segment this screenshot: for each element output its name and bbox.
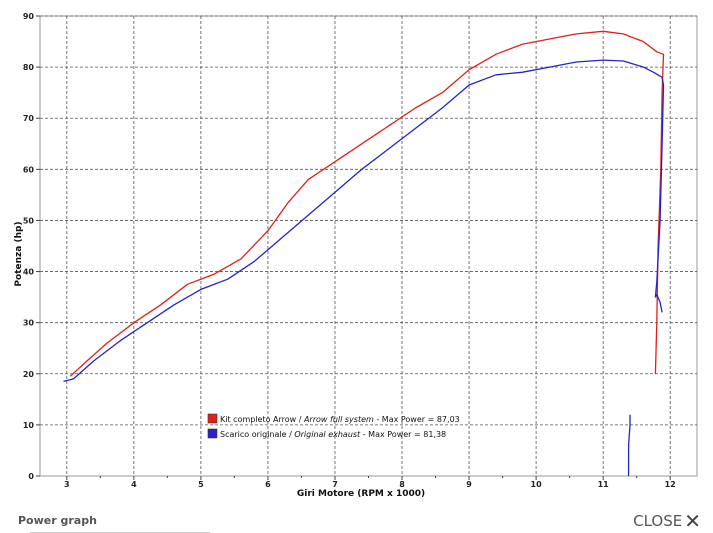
y-tick-label: 80: [23, 63, 35, 72]
legend: Kit completo Arrow / Arrow full system -…: [207, 413, 460, 439]
y-tick-label: 10: [23, 421, 35, 430]
footer-bar: Power graph CLOSE ✕: [0, 505, 713, 533]
close-x-icon: ✕: [684, 509, 701, 533]
x-tick-label: 7: [332, 480, 338, 489]
y-tick-label: 0: [28, 472, 34, 481]
power-chart: 3 4 5 6 7 8 9 10 11 12 0 10 20 30 40 50 60 70 80 90 Giri M…: [14, 12, 698, 499]
x-tick-label: 6: [265, 480, 271, 489]
y-tick-label: 70: [23, 114, 35, 123]
x-tick-labels: 3 4 5 6 7 8 9 10 11 12: [64, 480, 676, 489]
x-axis-label: Giri Motore (RPM x 1000): [297, 489, 425, 499]
x-tick-label: 10: [531, 480, 543, 489]
series-line-0: [69, 30, 665, 377]
x-tick-label: 3: [64, 480, 70, 489]
graph-caption: Power graph: [18, 514, 97, 527]
series-lines: [63, 30, 665, 476]
y-tick-label: 90: [23, 12, 35, 21]
x-tick-label: 9: [466, 480, 472, 489]
plot-frame: [39, 15, 698, 477]
legend-entry: Scarico originale / Original exhaust - M…: [220, 430, 446, 439]
y-tick-label: 50: [23, 216, 35, 225]
y-tick-label: 40: [23, 268, 35, 277]
x-tick-label: 4: [131, 480, 137, 489]
series-line-2: [627, 414, 631, 476]
plot-area: [39, 15, 698, 477]
x-tick-label: 5: [198, 480, 204, 489]
x-tick-label: 12: [665, 480, 676, 489]
x-tick-label: 11: [598, 480, 610, 489]
y-axis-label: Potenza (hp): [14, 221, 24, 286]
legend-swatch: [207, 428, 218, 439]
legend-swatch: [207, 413, 218, 424]
x-tick-label: 8: [399, 480, 405, 489]
y-tick-label: 20: [23, 370, 35, 379]
grid-lines: [36, 15, 697, 480]
y-tick-label: 30: [23, 319, 35, 328]
close-label: CLOSE: [633, 512, 683, 530]
close-button[interactable]: CLOSE ✕: [633, 509, 701, 533]
y-tick-labels: 0 10 20 30 40 50 60 70 80 90: [23, 12, 35, 481]
series-line-1: [63, 59, 665, 383]
legend-entry: Kit completo Arrow / Arrow full system -…: [220, 415, 460, 424]
y-tick-label: 60: [23, 165, 35, 174]
